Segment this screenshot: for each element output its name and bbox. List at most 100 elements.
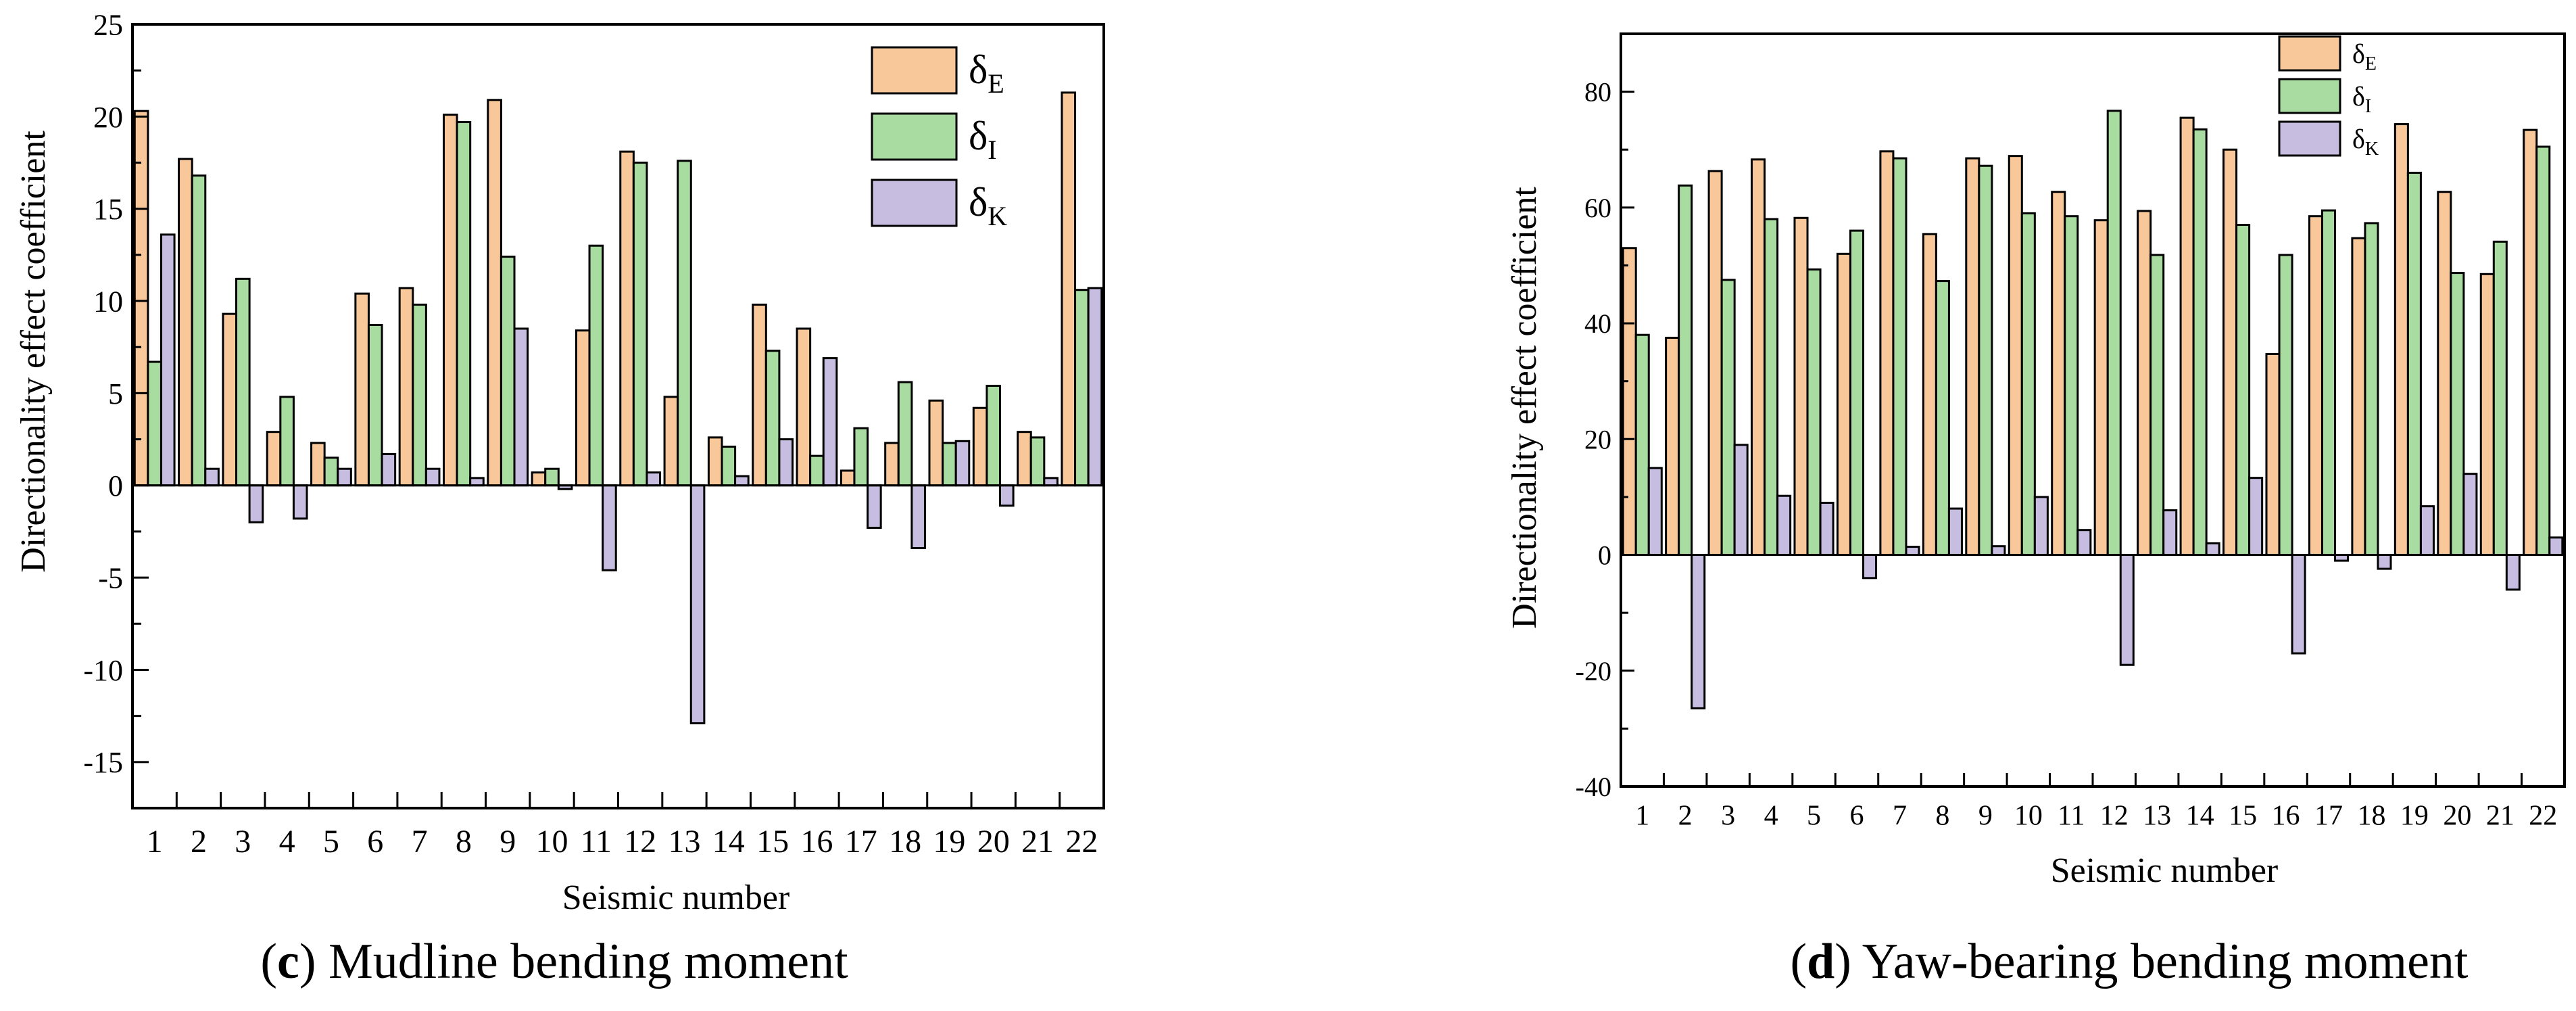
bar-e-15: [2222, 148, 2238, 557]
bar-i-18: [897, 381, 913, 487]
y-tick-label: 25: [93, 8, 123, 41]
bar-e-17: [840, 469, 856, 487]
x-tick-label: 5: [323, 824, 339, 860]
bar-e-20: [972, 406, 988, 487]
y-tick-label: 15: [93, 193, 123, 226]
chart-yaw-bearing-caption: (d) Yaw-bearing bending moment: [1790, 934, 2468, 989]
chart-mudline-caption: (c) Mudline bending moment: [260, 934, 848, 989]
y-tick-label: 60: [1584, 193, 1611, 223]
bar-k-13: [689, 484, 706, 725]
bar-k-10: [2033, 496, 2049, 557]
bar-i-22: [1074, 289, 1090, 487]
bar-k-11: [602, 484, 617, 571]
bar-e-19: [928, 399, 944, 487]
legend-subscript: K: [988, 201, 1007, 231]
legend-label-k: δK: [969, 180, 1007, 231]
x-tick-label: 15: [756, 824, 789, 860]
legend-symbol: δ: [969, 180, 988, 225]
x-tick-label: 20: [2443, 801, 2471, 832]
bar-k-19: [2419, 505, 2435, 557]
bar-i-21: [1029, 436, 1046, 487]
bar-i-2: [1678, 184, 1693, 557]
bar-k-2: [1691, 554, 1706, 709]
bar-i-17: [853, 427, 869, 487]
bar-i-14: [2192, 128, 2208, 557]
y-tick-label: -10: [83, 654, 123, 687]
bar-i-15: [2235, 224, 2251, 557]
x-tick-label: 17: [845, 824, 877, 860]
bar-i-10: [2020, 212, 2036, 557]
bar-k-8: [469, 477, 485, 487]
bar-e-21: [1017, 431, 1032, 487]
y-tick-label: 80: [1584, 77, 1611, 108]
bar-i-20: [986, 385, 1002, 487]
bar-k-14: [734, 475, 750, 487]
bar-k-22: [2548, 536, 2564, 557]
bar-e-10: [531, 471, 547, 487]
legend-label-i: δI: [969, 114, 997, 165]
chart-mudline-caption-letter: c: [277, 934, 299, 989]
bar-e-2: [1665, 336, 1680, 557]
legend-label-i: δI: [2352, 81, 2371, 117]
bar-k-11: [2076, 529, 2092, 557]
bar-i-8: [1935, 280, 1950, 557]
legend-symbol: δ: [2352, 39, 2365, 69]
y-tick-label: 0: [108, 469, 123, 502]
x-tick-label: 1: [147, 824, 163, 860]
legend-swatch-i: [2278, 78, 2341, 114]
bar-k-17: [867, 484, 882, 529]
bar-i-5: [323, 456, 339, 487]
x-tick-label: 18: [2357, 801, 2385, 832]
bar-i-12: [632, 162, 648, 487]
bar-i-11: [2064, 215, 2079, 557]
x-tick-label: 16: [2272, 801, 2300, 832]
bar-e-19: [2393, 123, 2409, 557]
bar-k-6: [1862, 554, 1878, 580]
legend-symbol: δ: [969, 114, 988, 158]
bar-i-19: [942, 442, 957, 487]
bar-k-3: [1733, 444, 1749, 557]
x-tick-label: 3: [1721, 801, 1735, 832]
bar-i-16: [2278, 254, 2293, 557]
x-tick-label: 12: [2100, 801, 2129, 832]
x-tick-label: 6: [367, 824, 383, 860]
bar-e-9: [487, 99, 502, 487]
bar-e-1: [1622, 247, 1637, 557]
bar-i-19: [2406, 171, 2422, 557]
bar-i-15: [764, 350, 781, 487]
legend-symbol: δ: [2352, 81, 2365, 112]
bar-i-12: [2106, 110, 2122, 557]
bar-k-16: [822, 357, 838, 487]
x-tick-label: 4: [279, 824, 295, 860]
y-tick-label: 40: [1584, 308, 1611, 339]
bar-k-7: [1905, 546, 1920, 557]
legend-swatch-k: [2278, 120, 2341, 157]
bar-k-16: [2291, 554, 2306, 655]
bar-k-4: [1776, 494, 1792, 557]
bar-i-16: [809, 454, 825, 487]
bar-e-20: [2437, 191, 2452, 557]
bar-e-12: [619, 150, 635, 487]
legend-swatch-i: [871, 112, 958, 161]
legend-subscript: E: [2365, 53, 2377, 74]
legend-label-e: δE: [2352, 39, 2377, 74]
bar-k-3: [248, 484, 264, 523]
x-tick-label: 18: [889, 824, 921, 860]
bar-e-22: [2523, 128, 2538, 557]
bar-k-6: [381, 452, 397, 487]
bar-i-13: [2149, 254, 2165, 557]
chart-yaw-bearing-caption-letter: d: [1807, 934, 1834, 989]
bar-k-12: [646, 471, 662, 487]
bar-k-7: [424, 467, 441, 487]
y-tick-label: -15: [83, 746, 123, 779]
x-tick-label: 8: [456, 824, 472, 860]
bar-i-20: [2450, 272, 2465, 557]
bar-k-18: [910, 484, 926, 549]
bar-e-3: [222, 312, 237, 487]
chart-mudline-ylabel: Directionality effect coefficient: [14, 131, 53, 573]
chart-yaw-bearing-xlabel: Seismic number: [2051, 851, 2279, 890]
